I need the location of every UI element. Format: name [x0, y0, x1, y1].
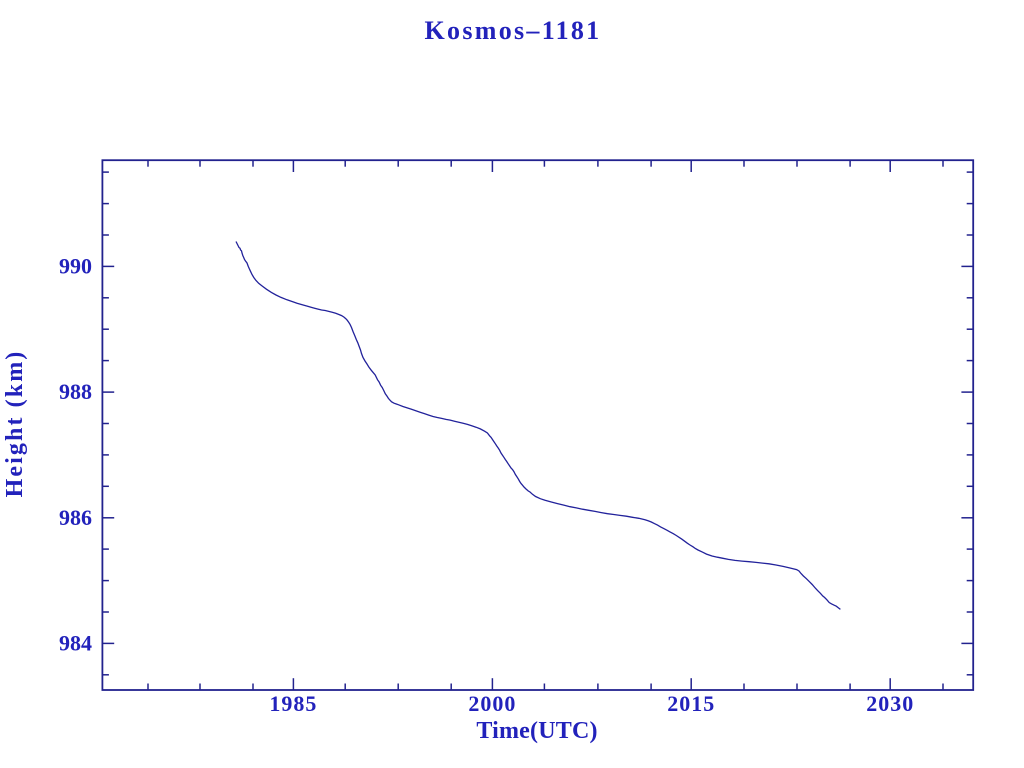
svg-text:988: 988: [59, 379, 92, 404]
svg-text:984: 984: [59, 630, 92, 655]
svg-text:986: 986: [59, 505, 92, 530]
svg-text:1985: 1985: [269, 691, 317, 716]
svg-text:Height (km): Height (km): [2, 350, 28, 498]
svg-text:Time(UTC): Time(UTC): [476, 718, 597, 744]
svg-text:990: 990: [59, 253, 92, 278]
svg-text:2030: 2030: [866, 691, 914, 716]
svg-text:Kosmos–1181: Kosmos–1181: [425, 16, 602, 45]
svg-text:2000: 2000: [468, 691, 516, 716]
svg-text:2015: 2015: [667, 691, 715, 716]
